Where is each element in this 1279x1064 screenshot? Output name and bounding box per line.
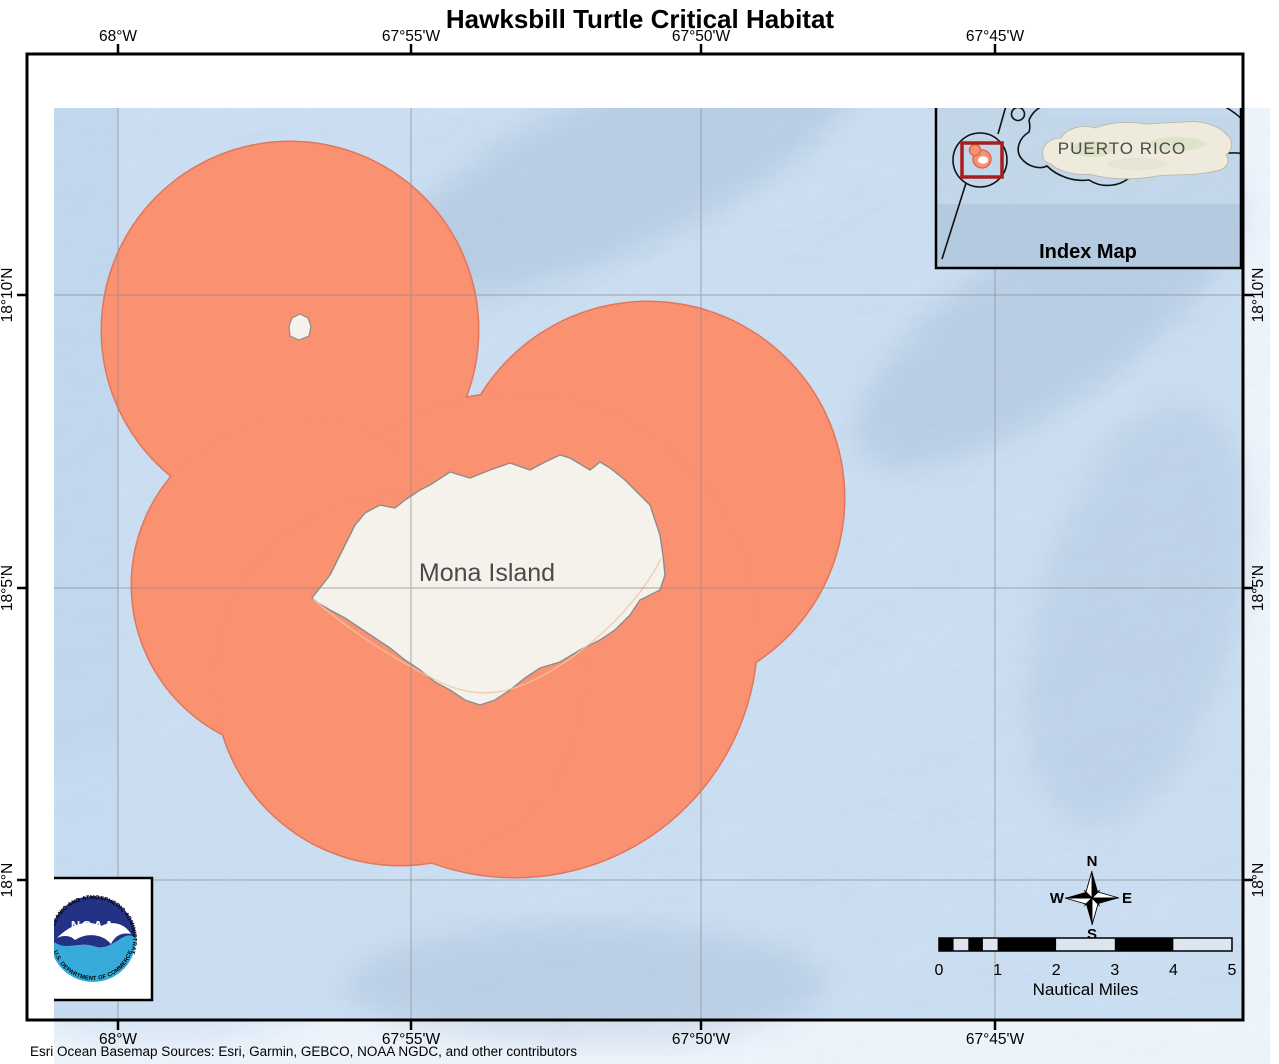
east-point-dark <box>1092 898 1119 904</box>
boundary-mona-circle <box>952 132 1008 188</box>
sb-seg-q3 <box>968 938 983 951</box>
longitude-label-top-1: 67°55'W <box>382 28 441 45</box>
index-dark-band <box>936 204 1241 268</box>
page-title: Hawksbill Turtle Critical Habitat <box>446 4 835 34</box>
longitude-label-top-0: 68°W <box>99 28 137 45</box>
noaa-emblem-sea <box>54 935 136 982</box>
island-trail <box>312 558 662 694</box>
index-map-frame <box>934 108 1243 270</box>
latitude-label-left-2: 18°N <box>0 863 16 898</box>
compass-north-label: N <box>1087 853 1098 870</box>
scale-bar: 0 1 2 3 4 5 Nautical Miles <box>935 937 1237 999</box>
compass-star <box>1064 870 1120 926</box>
sb-tick-2: 2 <box>1052 962 1061 979</box>
sb-tick-3: 3 <box>1110 962 1119 979</box>
west-point-light <box>1064 897 1094 905</box>
sb-seg-q4 <box>982 938 998 951</box>
basemap-attribution: Esri Ocean Basemap Sources: Esri, Garmin… <box>30 1044 577 1059</box>
longitude-label-bottom-1: 67°55'W <box>382 1031 441 1048</box>
west-point-dark <box>1065 892 1092 898</box>
sb-tick-5: 5 <box>1228 962 1237 979</box>
east-point-light <box>1090 891 1120 899</box>
boundary-diagonal-south <box>941 182 967 260</box>
index-habitat-blob <box>968 143 992 169</box>
south-point-dark <box>1086 898 1092 925</box>
federal-waters-label: Federal Waters <box>1035 79 1165 100</box>
latitude-label-left-0: 18°10'N <box>0 268 16 323</box>
sb-seg-3-4 <box>1114 938 1174 951</box>
ridge-shading-1 <box>381 108 859 302</box>
index-mona-island <box>978 156 988 164</box>
sb-tick-1: 1 <box>993 962 1002 979</box>
map-frame <box>25 52 1245 1022</box>
puerto-rico-label: PUERTO RICO <box>1058 139 1186 158</box>
sb-tick-4: 4 <box>1169 962 1178 979</box>
sb-tick-0: 0 <box>935 962 944 979</box>
habitat-fill <box>102 142 844 877</box>
pr-terrain-3 <box>1107 158 1167 170</box>
longitude-label-bottom-0: 68°W <box>99 1031 137 1048</box>
compass-south-label: S <box>1087 926 1097 943</box>
latitude-label-right-0: 18°10'N <box>1250 268 1267 323</box>
sb-seg-q1 <box>939 938 954 951</box>
longitude-label-bottom-2: 67°50'W <box>672 1031 731 1048</box>
index-map-canvas: Federal Waters PUERTO RICO Index Map <box>936 79 1241 268</box>
scale-bar-segments <box>938 937 1233 952</box>
mona-island-label: Mona Island <box>419 559 555 587</box>
scale-bar-unit-label: Nautical Miles <box>1033 980 1139 999</box>
puerto-rico-shape <box>1042 121 1233 180</box>
sb-seg-2-3 <box>1056 938 1115 951</box>
compass-rose: N E S W <box>1050 853 1132 943</box>
sb-seg-q2 <box>953 938 969 951</box>
ridge-shading-3 <box>1024 399 1250 829</box>
index-locator-red-box <box>960 141 1004 179</box>
monito-island <box>288 313 312 341</box>
graticule-labels: 68°W 67°55'W 67°50'W 67°45'W 68°W 67°55'… <box>0 28 1267 1048</box>
longitude-label-bottom-3: 67°45'W <box>966 1031 1025 1048</box>
ridge-shading-4 <box>347 924 827 1044</box>
pr-terrain-1 <box>1070 141 1114 157</box>
latitude-label-right-1: 18°5'N <box>1250 565 1267 611</box>
critical-habitat-polygon <box>100 140 846 879</box>
puerto-rico-island <box>1042 121 1233 180</box>
north-point-dark <box>1092 871 1098 898</box>
index-map: Federal Waters PUERTO RICO Index Map <box>934 79 1243 270</box>
longitude-label-top-2: 67°50'W <box>672 28 731 45</box>
noaa-acronym: NOAA <box>71 918 115 933</box>
index-map-caption: Index Map <box>1039 241 1137 263</box>
graticule-gridlines <box>54 108 1243 1020</box>
pr-terrain-2 <box>1149 137 1205 151</box>
compass-east-label: E <box>1122 890 1132 907</box>
boundary-small-loop <box>1010 108 1026 122</box>
latitude-label-left-1: 18°5'N <box>0 565 16 611</box>
longitude-label-top-3: 67°45'W <box>966 28 1025 45</box>
sb-seg-4-5 <box>1173 938 1232 951</box>
index-light-band <box>1047 108 1241 117</box>
compass-west-label: W <box>1050 890 1065 907</box>
sb-seg-1-2 <box>997 938 1057 951</box>
boundary-diagonal-north <box>997 108 1007 135</box>
index-habitat-2 <box>968 143 982 157</box>
latitude-label-right-2: 18°N <box>1250 863 1267 898</box>
south-point-light <box>1091 896 1099 926</box>
sb-outline <box>938 937 1233 952</box>
graticule-ticks <box>17 44 1253 1030</box>
noaa-seagull-icon <box>57 922 131 944</box>
mona-island <box>311 454 666 706</box>
